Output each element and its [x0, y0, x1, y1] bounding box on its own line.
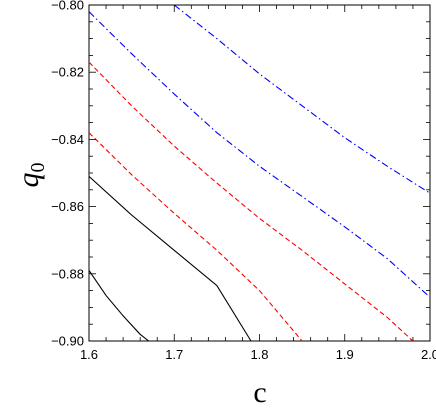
- y-axis-label-main: q: [12, 173, 45, 188]
- y-tick-label: −0.82: [51, 65, 84, 80]
- y-axis-label: q0: [12, 163, 49, 188]
- y-tick-label: −0.84: [51, 132, 84, 147]
- series-line-1: [88, 270, 150, 342]
- y-axis-label-subscript: 0: [27, 163, 49, 173]
- y-tick-label: −0.88: [51, 266, 84, 281]
- series-line-3: [88, 132, 303, 342]
- series-line-4: [88, 61, 414, 342]
- x-tick-label: 1.6: [80, 347, 98, 362]
- svg-text:q0: q0: [12, 163, 49, 188]
- x-tick-label: 1.7: [165, 347, 183, 362]
- y-tick-label: −0.86: [51, 199, 84, 214]
- x-tick-label: 1.8: [250, 347, 268, 362]
- series-layer: [88, 4, 431, 342]
- x-axis-label: c: [253, 376, 266, 409]
- x-tick-label: 2.0: [421, 347, 436, 362]
- series-line-5: [88, 11, 431, 298]
- y-tick-label: −0.90: [51, 334, 84, 349]
- y-tick-label: −0.80: [51, 0, 84, 13]
- tick-labels-layer: 1.6 1.7 1.8 1.9 2.0 −0.80 −0.82 −0.84 −0.86 −0.88…: [51, 0, 436, 362]
- ticks-layer: [88, 4, 431, 342]
- series-line-2: [88, 175, 252, 342]
- series-line-6: [173, 4, 431, 194]
- x-tick-label: 1.9: [336, 347, 354, 362]
